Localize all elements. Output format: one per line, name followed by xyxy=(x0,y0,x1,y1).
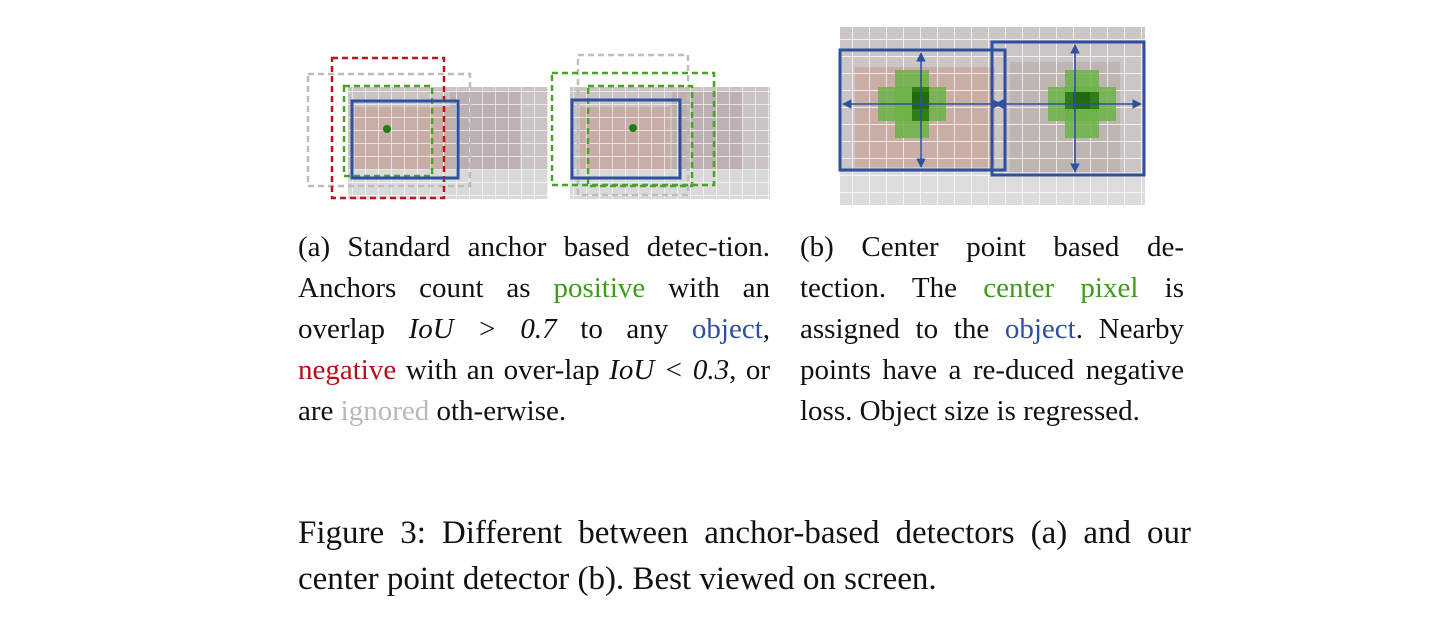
iou-threshold-high: IoU > 0.7 xyxy=(408,313,557,345)
object-box xyxy=(350,99,460,180)
positive-term: positive xyxy=(553,272,646,304)
object-center-dot xyxy=(629,124,637,132)
object-box-left xyxy=(838,48,1007,172)
center-pixel-term: center pixel xyxy=(983,272,1139,304)
positive-anchor-box xyxy=(342,84,434,178)
subcaption-b: (b) Center point based de-tection. The c… xyxy=(800,231,1184,427)
anchor-detection-illustration xyxy=(306,53,770,200)
ignored-term: ignored xyxy=(340,395,430,427)
image-thumbnail-right xyxy=(570,87,770,199)
figure-caption: Figure 3: Different between anchor-based… xyxy=(298,515,1191,597)
object-box xyxy=(570,98,682,180)
ignored-anchor-box xyxy=(306,72,472,188)
negative-term: negative xyxy=(298,354,397,386)
object-center-dot xyxy=(383,125,391,133)
subcaption-a: (a) Standard anchor based detec-tion. An… xyxy=(298,231,770,427)
negative-anchor-box xyxy=(330,56,446,200)
image-thumbnail-left xyxy=(348,87,548,199)
object-term: object xyxy=(1004,313,1076,345)
ignored-anchor-box xyxy=(576,53,690,197)
iou-threshold-low: IoU < 0.3 xyxy=(609,354,730,386)
center-point-illustration xyxy=(838,27,1146,205)
positive-anchor-box xyxy=(586,84,694,188)
object-term: object xyxy=(691,313,763,345)
